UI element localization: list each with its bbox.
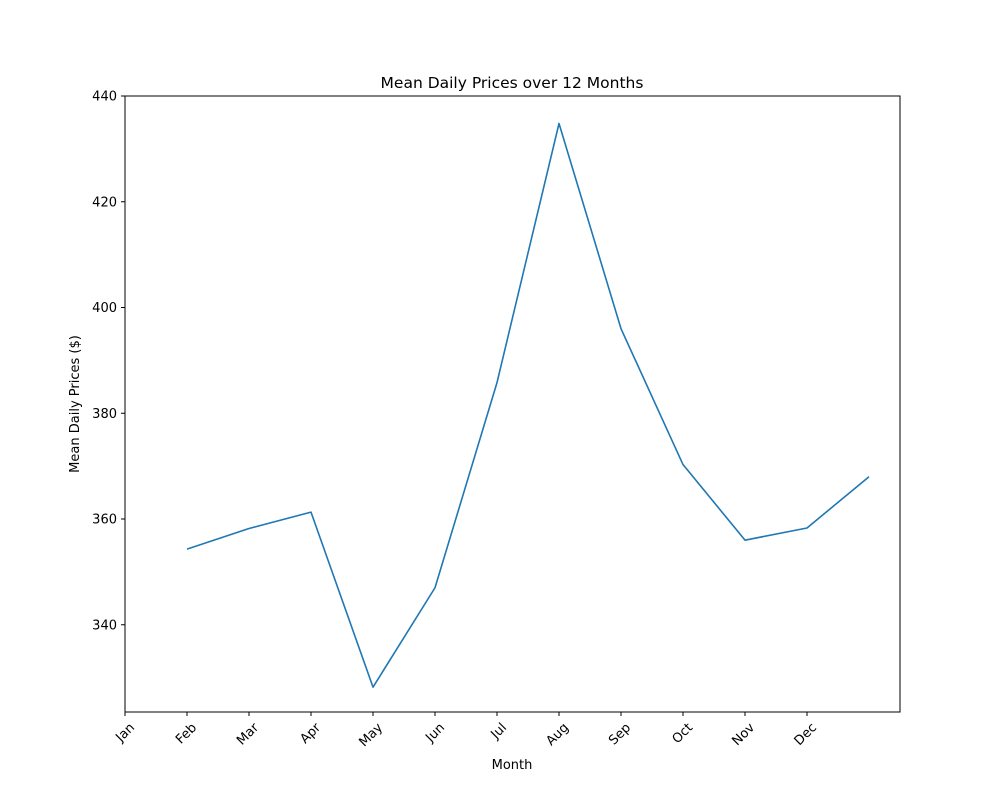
- y-tick-label: 340: [92, 618, 117, 633]
- chart-title: Mean Daily Prices over 12 Months: [381, 74, 644, 92]
- y-tick-label: 420: [92, 195, 117, 210]
- x-tick-label: Jul: [488, 720, 510, 742]
- x-tick-label: Nov: [729, 720, 758, 749]
- y-tick-label: 400: [92, 301, 117, 316]
- x-tick-label: Apr: [298, 720, 325, 747]
- y-axis-label: Mean Daily Prices ($): [68, 335, 83, 473]
- x-tick-label: Jan: [113, 720, 138, 745]
- x-tick-label: Oct: [670, 720, 697, 747]
- series-line: [187, 123, 869, 687]
- y-tick-label: 360: [92, 513, 117, 528]
- x-tick-label: Jun: [422, 720, 448, 746]
- x-tick-label: Mar: [234, 720, 262, 748]
- plot-frame: [125, 96, 900, 712]
- x-tick-label: Dec: [792, 720, 820, 748]
- x-tick-label: Feb: [173, 720, 200, 747]
- x-tick-label: May: [356, 720, 386, 750]
- x-tick-label: Sep: [606, 720, 634, 748]
- y-tick-label: 380: [92, 407, 117, 422]
- x-axis-label: Month: [492, 758, 533, 773]
- x-tick-label: Aug: [543, 720, 572, 749]
- y-tick-label: 440: [92, 90, 117, 105]
